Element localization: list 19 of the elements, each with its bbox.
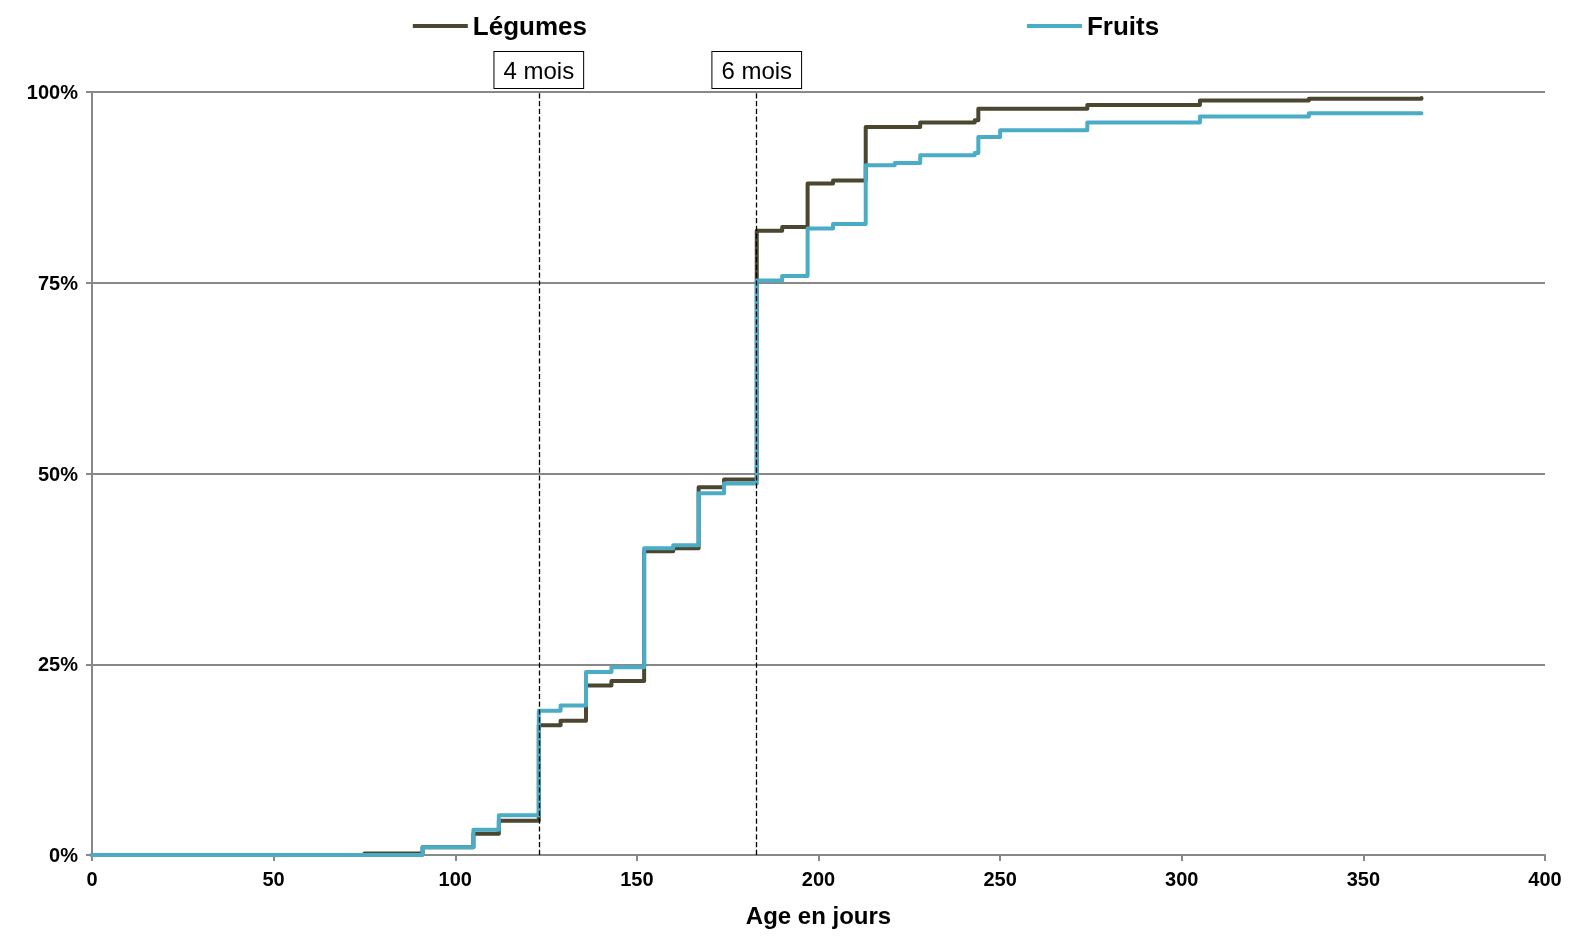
ref-line-label: 4 mois [503,56,575,84]
x-tick-label: 250 [983,868,1017,890]
x-tick-label: 100 [438,868,472,890]
y-tick-label: 25% [37,653,79,676]
x-tick-label: 0 [86,868,98,890]
y-tick-label: 0% [49,844,79,866]
legend-label: Fruits [1086,11,1160,41]
x-tick-label: 350 [1346,868,1381,890]
y-tick-label: 50% [37,462,79,485]
y-tick-label: 75% [37,271,79,294]
legend-label: Légumes [472,11,587,41]
y-tick-label: 100% [26,81,79,103]
x-axis-title: Age en jours [745,901,892,929]
ref-line-label: 6 mois [721,56,793,84]
x-tick-label: 50 [262,868,285,890]
x-tick-label: 150 [620,868,654,890]
x-tick-label: 300 [1165,868,1199,890]
x-tick-label: 400 [1528,868,1562,890]
x-tick-label: 200 [801,868,836,890]
